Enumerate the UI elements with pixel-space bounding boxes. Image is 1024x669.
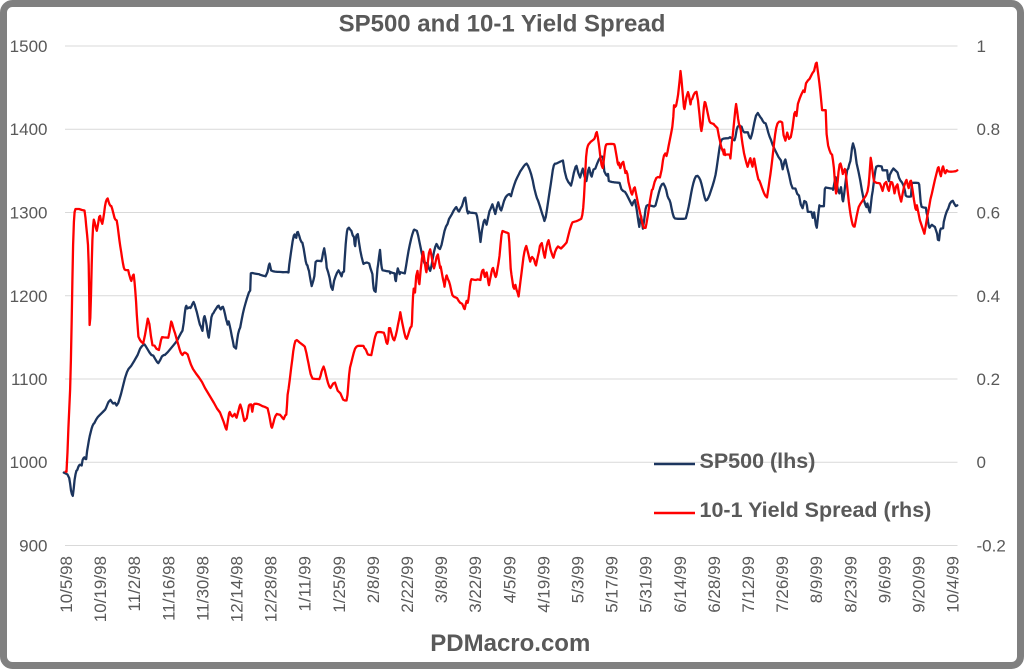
svg-text:PDMacro.com: PDMacro.com [430,630,590,657]
svg-text:12/28/98: 12/28/98 [262,556,281,622]
svg-text:3/8/99: 3/8/99 [432,556,451,603]
svg-text:4/5/99: 4/5/99 [500,556,519,603]
svg-text:4/19/99: 4/19/99 [534,556,553,613]
svg-text:6/28/99: 6/28/99 [705,556,724,613]
svg-text:11/16/98: 11/16/98 [159,556,178,621]
svg-text:10/19/98: 10/19/98 [91,556,110,622]
svg-text:0.6: 0.6 [977,204,1001,223]
svg-text:8/9/99: 8/9/99 [807,556,826,603]
svg-text:5/17/99: 5/17/99 [603,556,622,613]
svg-text:11/2/98: 11/2/98 [125,556,144,611]
svg-text:1/11/99: 1/11/99 [296,556,315,611]
svg-text:3/22/99: 3/22/99 [466,556,485,613]
svg-text:1300: 1300 [10,204,48,223]
svg-text:5/31/99: 5/31/99 [637,556,656,613]
svg-text:-0.2: -0.2 [977,537,1006,556]
svg-text:10-1 Yield Spread (rhs): 10-1 Yield Spread (rhs) [700,498,932,522]
svg-text:2/8/99: 2/8/99 [364,556,383,603]
svg-text:1500: 1500 [10,37,48,56]
svg-text:6/14/99: 6/14/99 [671,556,690,613]
svg-text:1: 1 [977,37,986,56]
svg-text:1000: 1000 [10,453,48,472]
svg-text:900: 900 [19,537,47,556]
svg-text:2/22/99: 2/22/99 [398,556,417,613]
svg-text:1400: 1400 [10,120,48,139]
svg-text:0: 0 [977,453,986,472]
svg-text:12/14/98: 12/14/98 [228,556,247,622]
svg-text:SP500 and 10-1 Yield Spread: SP500 and 10-1 Yield Spread [339,11,666,38]
svg-text:7/26/99: 7/26/99 [773,556,792,613]
svg-text:10/5/98: 10/5/98 [57,556,76,613]
svg-text:1/25/99: 1/25/99 [330,556,349,613]
svg-text:11/30/98: 11/30/98 [193,556,212,621]
svg-text:0.4: 0.4 [977,287,1001,306]
svg-text:9/6/99: 9/6/99 [875,556,894,603]
svg-text:1100: 1100 [11,370,48,389]
svg-text:1200: 1200 [10,287,48,306]
svg-text:10/4/99: 10/4/99 [944,556,963,613]
svg-text:0.2: 0.2 [977,370,1001,389]
svg-text:0.8: 0.8 [977,120,1001,139]
svg-text:SP500 (lhs): SP500 (lhs) [700,449,816,473]
svg-text:9/20/99: 9/20/99 [910,556,929,613]
svg-text:8/23/99: 8/23/99 [841,556,860,613]
svg-text:5/3/99: 5/3/99 [569,556,588,603]
svg-text:7/12/99: 7/12/99 [739,556,758,613]
